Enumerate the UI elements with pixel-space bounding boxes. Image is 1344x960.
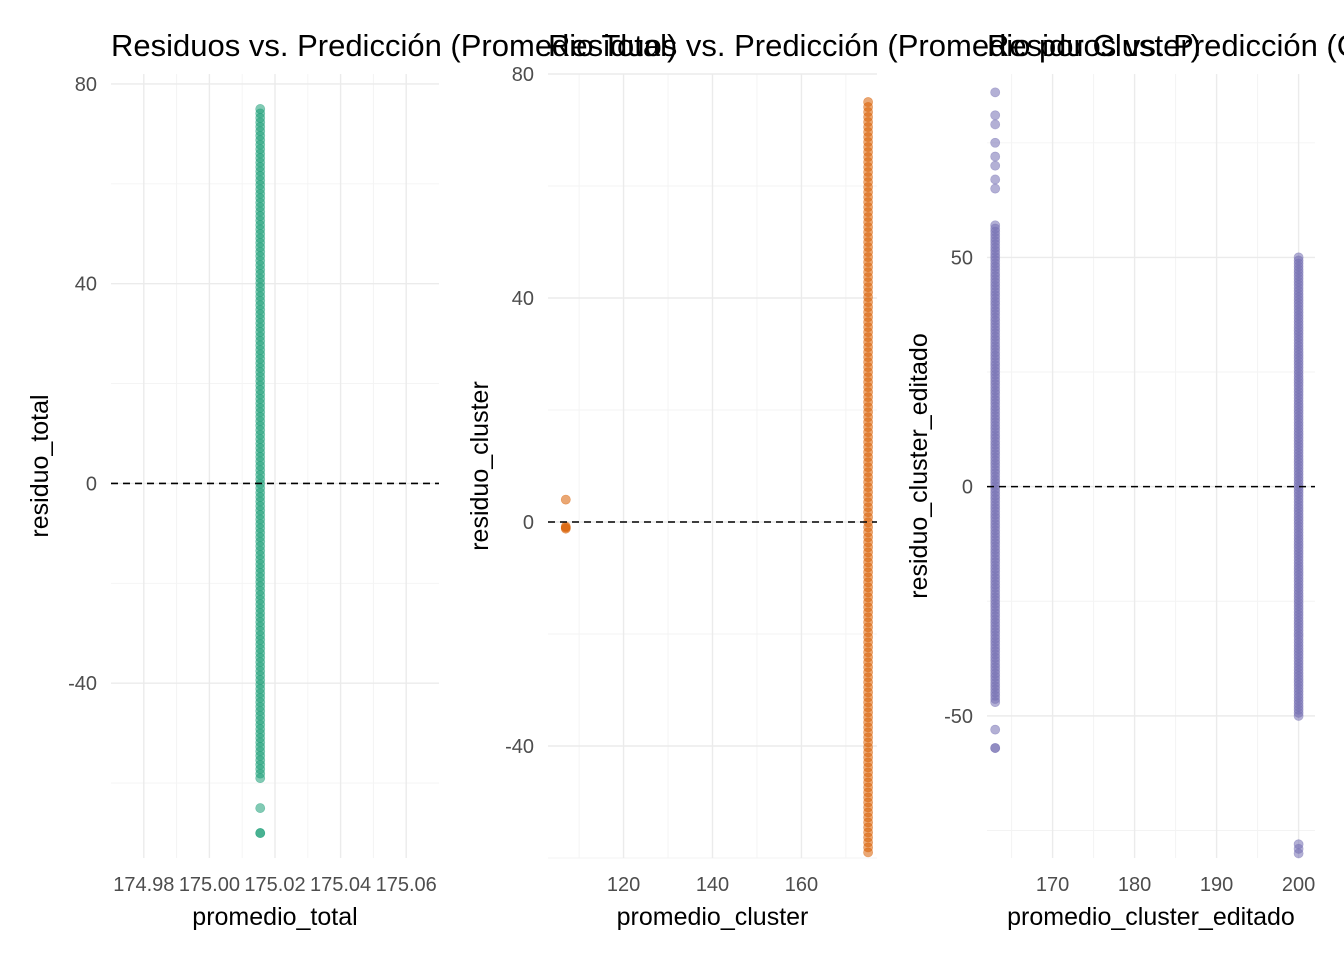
panel-title: Residuos vs. Predicción (Cluster Editado… xyxy=(987,28,1344,63)
data-point xyxy=(990,743,1001,753)
y-tick-label: 0 xyxy=(523,512,534,534)
data-points xyxy=(990,87,1304,859)
y-axis-title: residuo_total xyxy=(26,394,54,537)
x-tick-label: 200 xyxy=(1282,874,1315,896)
y-tick-label: 80 xyxy=(75,74,97,96)
y-tick-label: 50 xyxy=(951,247,973,269)
data-point xyxy=(990,174,1001,185)
x-tick-label: 180 xyxy=(1118,874,1151,896)
data-point xyxy=(1293,252,1304,263)
y-tick-label: 40 xyxy=(512,288,534,310)
data-point xyxy=(990,220,1001,231)
data-point xyxy=(863,97,874,107)
x-tick-label: 175.04 xyxy=(310,874,371,896)
data-point xyxy=(990,183,1001,194)
data-point xyxy=(255,104,266,114)
y-tick-label: -40 xyxy=(505,736,534,758)
y-tick-label: 80 xyxy=(512,64,534,86)
data-point xyxy=(990,119,1001,130)
data-points xyxy=(560,97,874,858)
y-tick-label: 0 xyxy=(962,477,973,499)
x-tick-label: 140 xyxy=(696,874,729,896)
x-tick-label: 120 xyxy=(607,874,640,896)
x-axis-title: promedio_total xyxy=(192,903,357,931)
data-point xyxy=(560,494,571,505)
panel-residuo-cluster-editado: 170 180 190 200 -50 0 50 promedio_cluster_edita… xyxy=(905,74,1315,931)
data-point xyxy=(990,137,1001,148)
y-tick-label: -50 xyxy=(944,706,973,728)
data-point xyxy=(990,724,1001,735)
y-axis-title: residuo_cluster_editado xyxy=(905,333,933,598)
x-tick-label: 190 xyxy=(1200,874,1233,896)
x-tick-label: 160 xyxy=(785,874,818,896)
data-point xyxy=(990,87,1001,98)
panel-title: Residuos vs. Predicción (Promedio por Cl… xyxy=(548,28,1201,63)
data-point xyxy=(990,151,1001,162)
x-tick-label: 175.00 xyxy=(179,874,240,896)
x-tick-label: 170 xyxy=(1036,874,1069,896)
x-tick-label: 175.02 xyxy=(244,874,305,896)
y-tick-label: -40 xyxy=(68,673,97,695)
data-point xyxy=(560,521,571,532)
x-axis-title: promedio_cluster_editado xyxy=(1007,903,1295,931)
x-axis-title: promedio_cluster xyxy=(617,903,809,931)
data-point xyxy=(255,803,266,813)
y-axis-title: residuo_cluster xyxy=(466,381,494,551)
data-point xyxy=(990,110,1001,121)
data-point xyxy=(1293,848,1304,859)
y-tick-label: 0 xyxy=(86,473,97,495)
data-point xyxy=(255,828,266,838)
panel-residuo-total: 174.98 175.00 175.02 175.04 175.06 -40 0 40 80 pr… xyxy=(26,74,439,931)
x-tick-label: 175.06 xyxy=(376,874,437,896)
x-tick-label: 174.98 xyxy=(113,874,174,896)
panel-residuo-cluster: 120 140 160 -40 0 40 80 promedio_cluster residuo… xyxy=(466,64,877,931)
y-tick-label: 40 xyxy=(75,274,97,296)
panel-title: Residuos vs. Predicción (Promedio Total) xyxy=(111,28,677,63)
data-point xyxy=(990,160,1001,171)
data-points xyxy=(255,104,266,838)
